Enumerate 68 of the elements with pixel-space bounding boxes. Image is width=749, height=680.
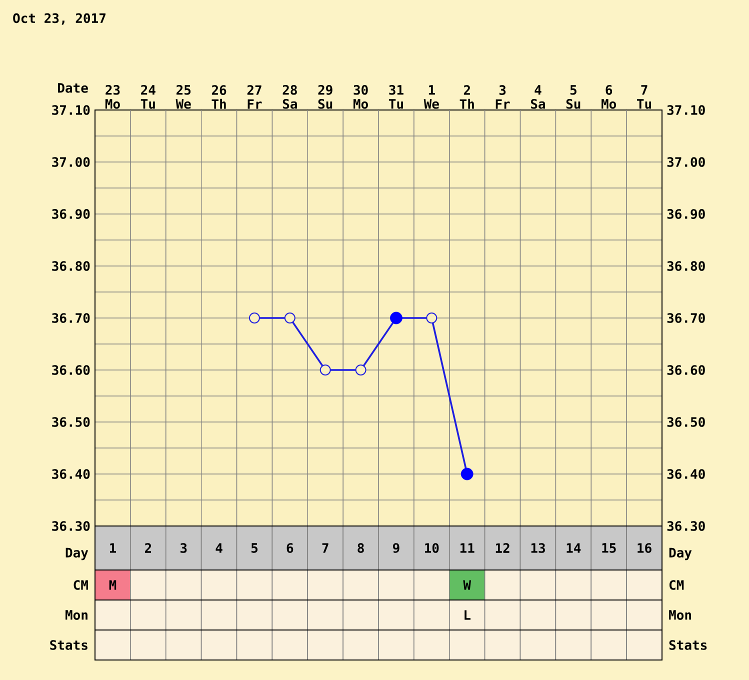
y2-tick-label: 36.50	[667, 417, 705, 427]
y2-tick-label: 37.10	[667, 105, 705, 115]
x-tick-label: 29 Su	[318, 84, 332, 109]
x-tick-label: 24 Tu	[140, 84, 156, 109]
text: 8	[358, 543, 364, 553]
text: Day	[669, 548, 692, 560]
text: 10	[425, 543, 439, 553]
x-tick-label: 23 Mo	[105, 84, 120, 109]
text: 14	[566, 543, 581, 553]
text: CM	[74, 580, 88, 590]
chart-title: Oct 23, 2017	[13, 13, 106, 25]
text: L	[464, 610, 470, 620]
x-tick-label: 31 Tu	[388, 84, 404, 109]
text: Mon	[66, 610, 88, 620]
point	[320, 364, 331, 376]
x-tick-label: 5 Su	[566, 85, 580, 109]
y-tick-label: 36.90	[52, 209, 90, 219]
y-tick-label: 36.60	[52, 365, 90, 375]
x-tick-label: 4 Sa	[530, 85, 546, 109]
text: Stats	[50, 640, 88, 650]
x-tick-label: 7 Tu	[637, 85, 652, 109]
x-tick-label: 28 Sa	[282, 84, 297, 109]
y-tick-label: 36.70	[52, 313, 90, 323]
text: Stats	[669, 640, 707, 650]
text: 13	[531, 543, 545, 553]
text: 11	[460, 543, 474, 553]
x-tick-label: 26 Th	[212, 85, 226, 109]
x-tick-label: 6 Mo	[602, 84, 616, 109]
y-tick-label: 37.10	[52, 105, 90, 115]
text: Date	[58, 83, 88, 93]
y-tick-label: 36.30	[52, 521, 90, 531]
y2-tick-label: 36.70	[667, 313, 705, 323]
x-tick-label: 30 Mo	[354, 84, 368, 109]
text: 1	[110, 543, 116, 553]
y-tick-label: 36.80	[52, 261, 90, 271]
x-tick-label: 27 Fr	[247, 85, 262, 109]
text: 7	[322, 543, 328, 553]
point	[426, 312, 438, 324]
text: 2	[144, 543, 151, 553]
x-tick-label: 3 Fr	[496, 85, 510, 109]
text: CM	[670, 580, 684, 590]
text: 12	[496, 543, 510, 553]
y-tick-label: 36.50	[52, 417, 90, 427]
y2-tick-label: 36.40	[667, 469, 705, 479]
text: 5	[251, 543, 258, 553]
y-tick-label: 37.00	[52, 157, 90, 167]
text: 16	[638, 543, 652, 553]
point	[248, 312, 260, 324]
y-tick-label: 36.40	[52, 469, 90, 479]
x-tick-label: 25 We	[176, 84, 191, 109]
x-tick-label: 1 We	[424, 85, 439, 109]
text: 9	[393, 543, 400, 553]
y2-tick-label: 37.00	[667, 157, 705, 167]
y2-tick-label: 36.60	[667, 365, 705, 375]
y2-tick-label: 36.30	[667, 521, 705, 531]
y2-tick-label: 36.80	[667, 261, 705, 271]
x-tick-label: 2 Th	[460, 85, 474, 109]
text: 3	[180, 543, 187, 553]
text: Day	[66, 548, 88, 560]
y2-tick-label: 36.90	[667, 209, 705, 219]
text: Mon	[669, 610, 691, 620]
text: W	[463, 580, 472, 590]
text: 15	[602, 543, 616, 553]
text: 6	[286, 543, 294, 553]
point	[284, 312, 296, 324]
text: 4	[216, 543, 222, 553]
text: M	[109, 580, 116, 590]
point	[355, 364, 366, 376]
